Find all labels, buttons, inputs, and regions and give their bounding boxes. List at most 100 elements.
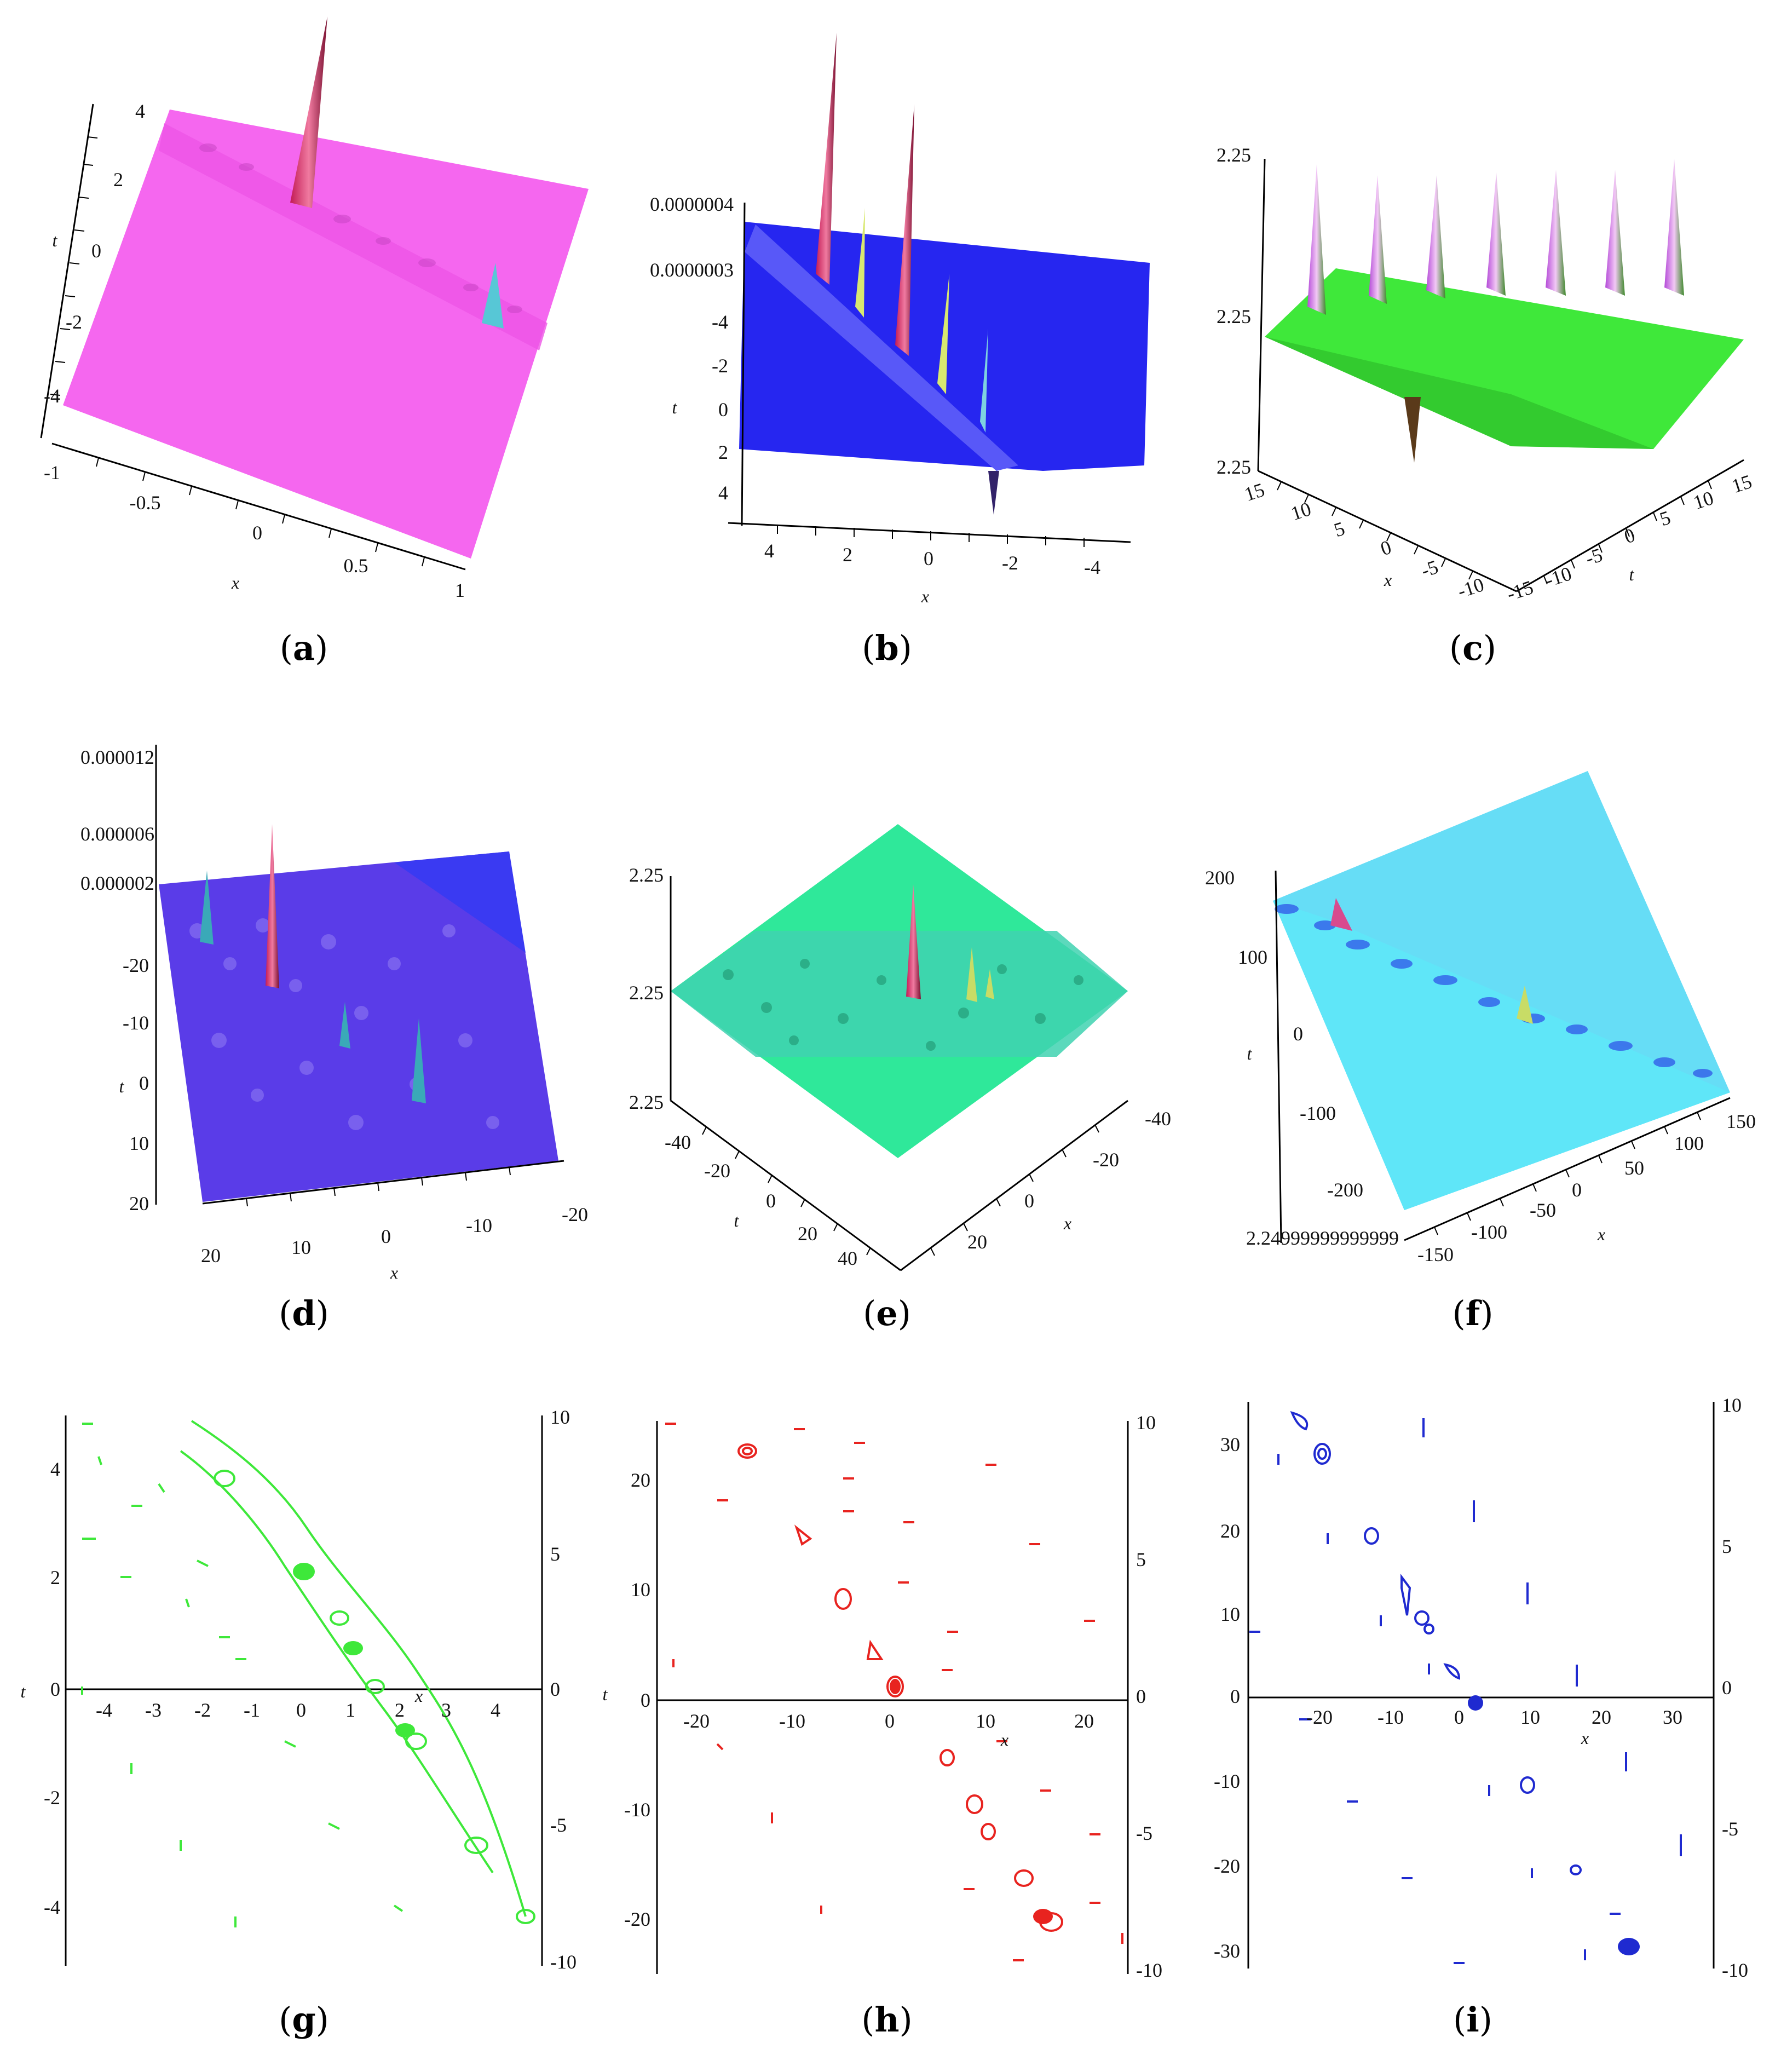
panel-f-y-label: t: [1247, 1044, 1253, 1063]
panel-i-x-label: x: [1581, 1728, 1589, 1748]
panel-f-spike-2: [1517, 986, 1533, 1024]
panel-h-x-ticks-1: -10: [779, 1710, 805, 1732]
panel-f-y-ticks-3: -100: [1300, 1102, 1336, 1124]
panel-d-y-ticks-0: -20: [123, 954, 149, 976]
panel-i-x-ticks-3: 10: [1520, 1706, 1540, 1728]
panel-b-spike-3: [855, 208, 865, 318]
panel-i-y-ticks-0: 30: [1220, 1434, 1240, 1455]
panel-e-minor-ticks: [702, 1124, 1099, 1256]
panel-h-y-ticks-3: -10: [624, 1799, 650, 1821]
panel-h-y-ticks-1: 10: [631, 1579, 650, 1601]
panel-d-x-ticks-1: 10: [291, 1236, 311, 1258]
panel-i-contours: [1290, 1411, 1582, 1875]
panel-e-y-label: t: [734, 1211, 740, 1230]
panel-d-caption: (d): [279, 1293, 329, 1333]
panel-e-y-ticks-3: 20: [798, 1223, 817, 1245]
panel-a-soliton-band: [159, 123, 547, 350]
panel-e: [670, 824, 1128, 1271]
panel-f-spike-1: [1330, 898, 1352, 931]
panel-b-y-ticks-1: -2: [712, 355, 728, 377]
panel-a: [40, 16, 589, 571]
panel-h-contours: [737, 1443, 1063, 1932]
panel-i-x-ticks-1: -10: [1377, 1706, 1404, 1728]
panel-b-z-ticks-1: 0.0000003: [650, 259, 734, 281]
panel-f-y-ticks-4: -200: [1327, 1179, 1363, 1201]
panel-g-y-ticks-1: 2: [50, 1567, 60, 1588]
panel-b-caption: (b): [862, 628, 912, 668]
panel-g-x-ticks-7: 3: [441, 1699, 451, 1721]
panel-e-z-ticks-1: 2.25: [629, 982, 664, 1004]
panel-d: [155, 745, 564, 1207]
panel-g-x-ticks-1: -3: [145, 1699, 162, 1721]
panel-e-y-ticks-2: 0: [766, 1190, 776, 1212]
panel-d-spike-main: [266, 824, 279, 988]
panel-b-spike-2: [895, 104, 914, 356]
panel-f-x-ticks-6: 150: [1726, 1110, 1756, 1132]
panel-h-r-ticks-0: 10: [1136, 1412, 1156, 1434]
panel-h-x-ticks-3: 10: [976, 1710, 995, 1732]
panel-b-x-ticks-0: 4: [764, 540, 774, 562]
panel-e-spike-main: [906, 884, 921, 999]
panel-c-x-ticks-0: 15: [1242, 479, 1267, 505]
panel-a-y-ticks-1: 2: [113, 169, 123, 191]
panel-b-x-ticks-4: -4: [1084, 556, 1100, 578]
panel-h-y-ticks-2: 0: [641, 1689, 650, 1711]
panel-h-y-ticks-4: -20: [624, 1908, 650, 1930]
panel-c-z-ticks-0: 2.25: [1217, 144, 1251, 166]
panel-b-x-ticks-3: -2: [1002, 552, 1018, 574]
panel-g-r-ticks-4: -10: [550, 1951, 577, 1973]
panel-a-spike-main: [290, 16, 327, 208]
panel-g-blobs: [294, 1564, 415, 1737]
panel-g-x-ticks-3: -1: [244, 1699, 260, 1721]
panel-g-x-ticks-4: 0: [296, 1699, 306, 1721]
panel-a-surface: [63, 110, 589, 559]
panel-a-spike-small: [482, 263, 504, 329]
panel-g-x-ticks-5: 1: [345, 1699, 355, 1721]
panel-f-x-ticks-3: 0: [1572, 1179, 1582, 1201]
panel-g-y-ticks-2: 0: [50, 1678, 60, 1700]
panel-d-x-ticks-0: 20: [201, 1245, 221, 1267]
panel-e-y-ticks-4: 40: [838, 1247, 857, 1269]
panel-d-x-ticks-3: -10: [466, 1215, 492, 1236]
panel-i-dashes: [1249, 1418, 1682, 1964]
panel-d-spike-4: [339, 1002, 350, 1049]
panel-d-x-label: x: [390, 1263, 398, 1282]
panel-f-x-ticks-2: -50: [1530, 1199, 1556, 1221]
panel-g-y-ticks-4: -4: [44, 1896, 60, 1918]
panel-d-y-label: t: [119, 1077, 125, 1096]
panel-a-minor-ticks: [50, 136, 425, 567]
panel-b-x-ticks-2: 0: [924, 548, 933, 569]
panel-i-r-ticks-4: -10: [1722, 1959, 1748, 1981]
panel-c: [1257, 158, 1744, 592]
panel-c-spikes: [1307, 159, 1684, 463]
panel-f-y-ticks-0: 200: [1205, 867, 1235, 889]
panel-g-r-ticks-3: -5: [550, 1814, 567, 1836]
panel-d-x-ticks-2: 0: [381, 1225, 391, 1247]
panel-c-x-ticks-4: -5: [1419, 556, 1441, 582]
panel-h-r-ticks-4: -10: [1136, 1959, 1162, 1981]
panel-i-blobs: [1468, 1695, 1640, 1955]
panel-g-x-ticks-8: 4: [491, 1699, 500, 1721]
panel-c-y-ticks-0: -10: [1542, 562, 1574, 591]
panel-a-caption: (a): [280, 628, 328, 668]
panel-g-r-ticks-0: 10: [550, 1406, 570, 1428]
panel-e-x-ticks-1: -20: [1093, 1149, 1119, 1171]
panel-g: [65, 1415, 543, 1966]
panel-c-y-label: t: [1629, 565, 1635, 584]
panel-i-y-ticks-6: -30: [1214, 1940, 1240, 1962]
panel-g-x-ticks-2: -2: [194, 1699, 211, 1721]
panel-i-y-ticks-1: 20: [1220, 1520, 1240, 1542]
panel-b-y-ticks-2: 0: [718, 399, 728, 421]
panel-h-x-label: x: [1000, 1730, 1008, 1749]
panel-g-x-ticks-6: 2: [395, 1699, 405, 1721]
panel-c-x-ticks-3: 0: [1378, 536, 1394, 560]
panel-d-y-ticks-2: 0: [139, 1072, 149, 1094]
panel-d-y-ticks-4: 20: [129, 1193, 149, 1215]
panel-b-y-ticks-0: -4: [712, 311, 728, 333]
panel-h-r-ticks-1: 5: [1136, 1549, 1146, 1570]
panel-a-y-ticks-4: -4: [44, 385, 60, 407]
panel-f-x-ticks-4: 50: [1624, 1157, 1644, 1179]
panel-a-x-ticks-3: 0.5: [344, 555, 368, 577]
panel-d-surface: [159, 851, 558, 1202]
panel-h-y-label: t: [603, 1684, 608, 1704]
